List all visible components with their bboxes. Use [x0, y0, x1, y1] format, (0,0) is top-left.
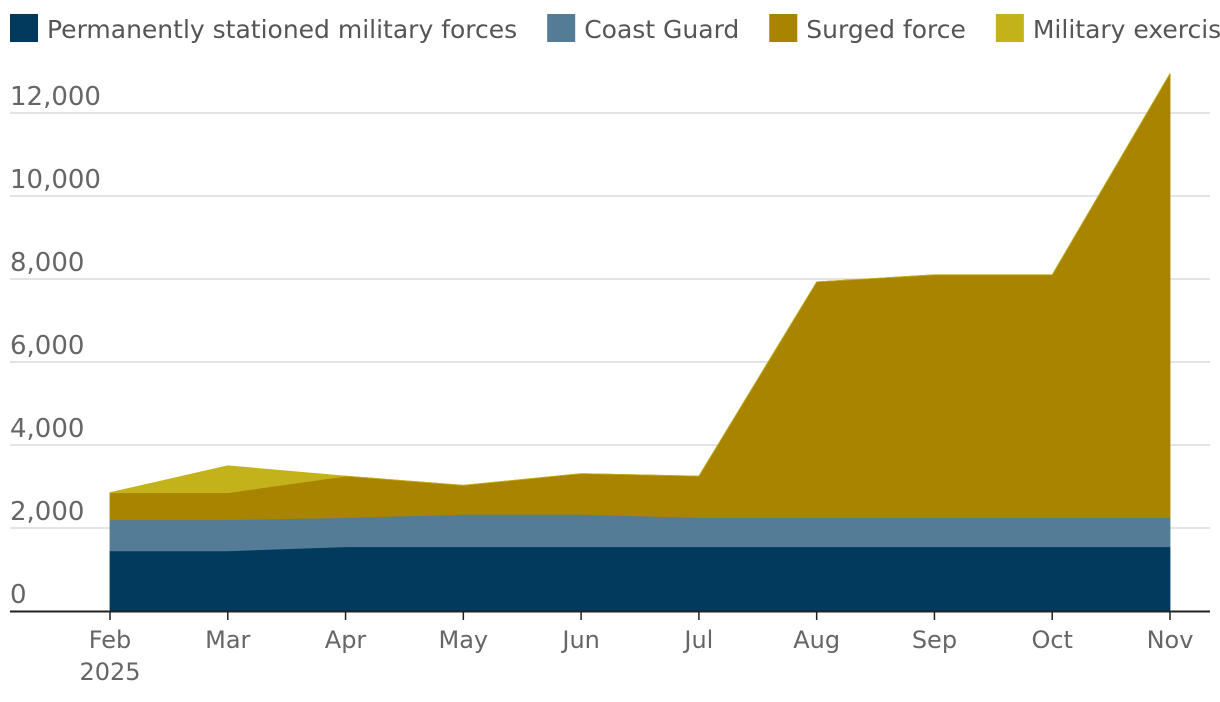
area-coast-guard: [109, 513, 1171, 552]
y-axis-ticks: 0 2,000 4,000 6,000 8,000 10,000 12,000: [10, 82, 101, 610]
x-tick-label-feb: Feb: [89, 626, 132, 654]
legend-swatch-surged-force: [769, 14, 798, 42]
y-tick-label-12000: 12,000: [10, 82, 101, 112]
x-tick-label-may: May: [439, 626, 489, 654]
legend-swatch-coast-guard: [547, 14, 576, 42]
area-military-exercise: [109, 73, 1171, 494]
y-tick-label-2000: 2,000: [10, 497, 84, 527]
x-tick-label-nov: Nov: [1147, 626, 1194, 654]
y-tick-label-10000: 10,000: [10, 165, 101, 195]
x-tick-label-aug: Aug: [793, 626, 840, 654]
area-permanently-stationed-military-forces: [109, 546, 1171, 612]
legend: Permanently stationed military forces Coa…: [10, 14, 1220, 44]
x-tick-label-sep: Sep: [912, 626, 957, 654]
legend-label-permanently-stationed-military-forces: Permanently stationed military forces: [47, 15, 517, 44]
x-tick-sublabel-feb: 2025: [79, 658, 140, 686]
y-tick-label-0: 0: [10, 580, 27, 610]
y-tick-label-4000: 4,000: [10, 414, 84, 444]
y-tick-label-8000: 8,000: [10, 248, 84, 278]
legend-swatch-military-exercise: [995, 14, 1024, 42]
x-tick-label-apr: Apr: [325, 626, 367, 654]
y-tick-label-6000: 6,000: [10, 331, 84, 361]
legend-label-coast-guard: Coast Guard: [584, 15, 739, 44]
legend-label-military-exercise: Military exercise: [1033, 15, 1220, 44]
legend-swatch-permanently-stationed-military-forces: [10, 14, 38, 42]
area-surged-force: [109, 73, 1171, 521]
x-tick-label-oct: Oct: [1031, 626, 1073, 654]
x-axis-ticks: Feb 2025 Mar Apr May Jun Jul Aug Sep Oct Nov: [79, 611, 1193, 686]
area-series: [109, 73, 1171, 612]
x-tick-label-jul: Jul: [682, 626, 713, 654]
x-tick-label-mar: Mar: [205, 626, 250, 654]
x-tick-label-jun: Jun: [560, 626, 600, 654]
legend-label-surged-force: Surged force: [806, 15, 966, 44]
